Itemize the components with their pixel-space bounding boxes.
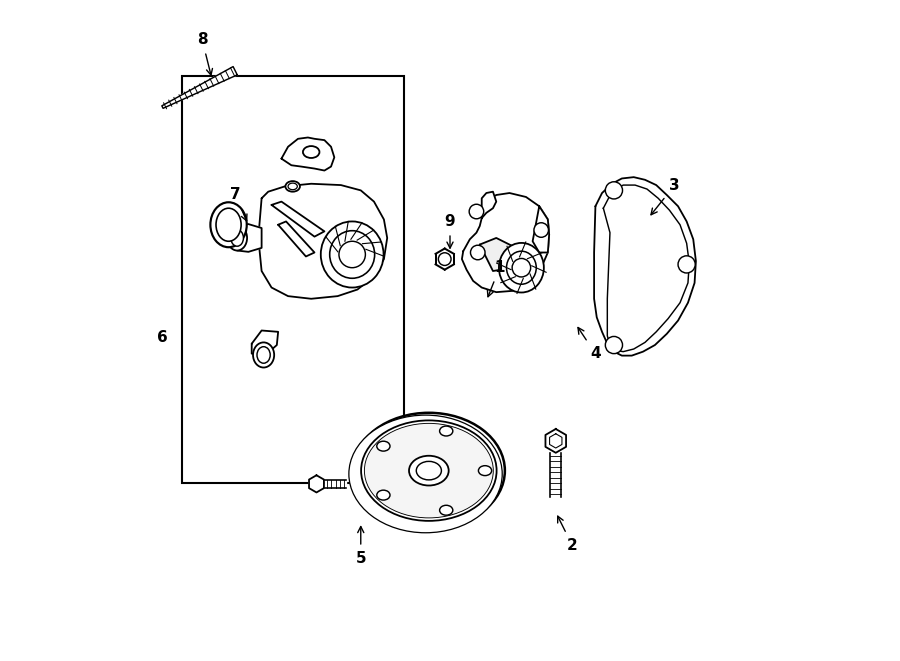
Polygon shape: [482, 192, 496, 218]
Text: 5: 5: [356, 527, 366, 566]
Circle shape: [512, 258, 531, 277]
Polygon shape: [533, 206, 549, 253]
Circle shape: [339, 241, 365, 268]
Ellipse shape: [211, 202, 247, 247]
Polygon shape: [462, 193, 549, 292]
Text: 7: 7: [230, 188, 247, 221]
Circle shape: [534, 223, 548, 237]
Circle shape: [469, 204, 483, 219]
Polygon shape: [272, 202, 324, 237]
Ellipse shape: [329, 231, 374, 278]
Ellipse shape: [409, 456, 449, 485]
Ellipse shape: [231, 229, 243, 246]
Text: 4: 4: [578, 327, 600, 361]
Circle shape: [471, 245, 485, 260]
Polygon shape: [162, 67, 238, 108]
Ellipse shape: [285, 181, 300, 192]
Bar: [183, 76, 404, 483]
Polygon shape: [252, 330, 278, 354]
Circle shape: [678, 256, 695, 273]
Polygon shape: [282, 137, 334, 171]
Ellipse shape: [417, 461, 441, 480]
Ellipse shape: [353, 412, 505, 529]
Text: 2: 2: [558, 516, 578, 553]
Ellipse shape: [253, 342, 274, 368]
Polygon shape: [551, 453, 561, 497]
Ellipse shape: [257, 346, 270, 364]
Polygon shape: [325, 480, 346, 488]
Ellipse shape: [303, 146, 320, 158]
Text: 3: 3: [651, 178, 680, 215]
Circle shape: [606, 182, 623, 199]
Ellipse shape: [364, 423, 493, 518]
Ellipse shape: [479, 465, 491, 476]
Text: 8: 8: [197, 32, 212, 75]
Ellipse shape: [227, 225, 248, 251]
Ellipse shape: [361, 420, 497, 521]
Text: 1: 1: [488, 260, 505, 297]
Ellipse shape: [320, 221, 383, 288]
Ellipse shape: [439, 426, 453, 436]
Circle shape: [606, 336, 623, 354]
Polygon shape: [594, 177, 696, 356]
Polygon shape: [545, 429, 566, 453]
Ellipse shape: [288, 183, 297, 190]
Ellipse shape: [349, 415, 502, 533]
Ellipse shape: [377, 441, 390, 451]
Polygon shape: [309, 475, 324, 492]
Ellipse shape: [507, 251, 536, 284]
Polygon shape: [278, 221, 314, 256]
Ellipse shape: [499, 243, 544, 293]
Circle shape: [438, 253, 451, 266]
Ellipse shape: [439, 505, 453, 515]
Ellipse shape: [216, 208, 241, 241]
Polygon shape: [258, 184, 387, 299]
Text: 9: 9: [445, 214, 455, 248]
Polygon shape: [238, 224, 262, 252]
Ellipse shape: [377, 490, 390, 500]
Polygon shape: [480, 238, 523, 271]
Text: 6: 6: [158, 330, 167, 344]
